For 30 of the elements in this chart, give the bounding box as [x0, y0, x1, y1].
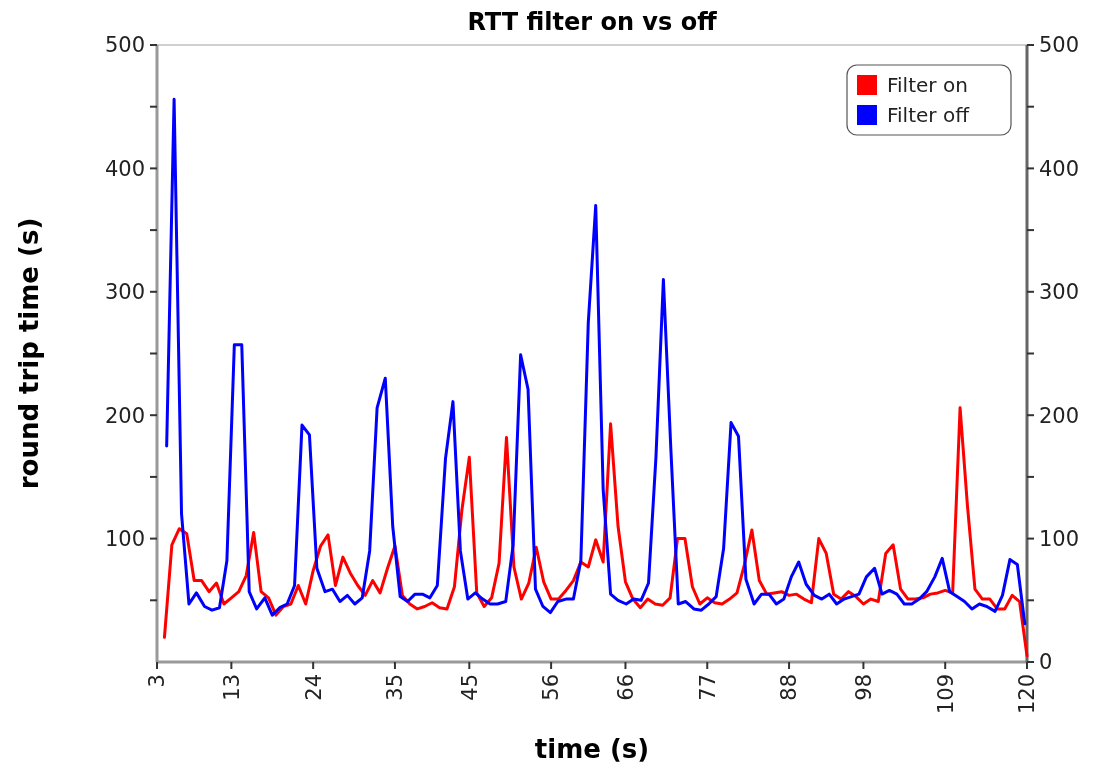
y-tick-label: 300 [104, 280, 145, 305]
y-tick-label: 200 [104, 403, 145, 428]
x-tick-label: 77 [695, 674, 720, 701]
y2-tick-label: 500 [1039, 33, 1080, 58]
y2-tick-label: 100 [1039, 526, 1080, 551]
legend-label: Filter off [887, 103, 971, 127]
x-tick-label: 35 [383, 674, 408, 701]
y-tick-label: 500 [104, 33, 145, 58]
x-tick-label: 56 [539, 674, 564, 701]
chart-title: RTT filter on vs off [467, 8, 718, 36]
x-tick-label: 3 [145, 674, 170, 688]
x-tick-label: 24 [301, 674, 326, 701]
y2-tick-label: 300 [1039, 280, 1080, 305]
y-tick-label: 100 [104, 526, 145, 551]
line-series [165, 97, 1027, 626]
x-tick-label: 120 [1015, 674, 1040, 715]
legend-label: Filter on [887, 73, 968, 97]
line-series [162, 406, 1029, 658]
y-tick-label: 400 [104, 156, 145, 181]
x-tick-label: 45 [457, 674, 482, 701]
y-axis-title: round trip time (s) [14, 217, 44, 490]
y2-tick-label: 400 [1039, 156, 1080, 181]
x-tick-label: 88 [777, 674, 802, 701]
x-tick-label: 109 [933, 674, 958, 715]
y2-tick-label: 200 [1039, 403, 1080, 428]
x-axis-title: time (s) [534, 734, 650, 764]
x-tick-label: 66 [613, 674, 638, 701]
x-tick-label: 13 [219, 674, 244, 701]
y2-tick-label: 0 [1039, 650, 1053, 675]
x-tick-label: 98 [851, 674, 876, 701]
